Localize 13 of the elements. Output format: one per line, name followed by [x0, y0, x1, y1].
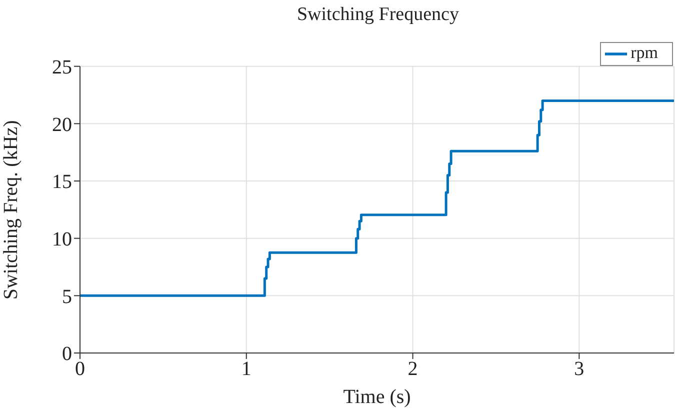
- y-tick-label: 15: [52, 171, 72, 194]
- y-tick-label: 5: [62, 286, 72, 308]
- x-axis-title: Time (s): [343, 386, 411, 408]
- y-tick-label: 20: [52, 114, 72, 136]
- chart-title: Switching Frequency: [296, 4, 460, 26]
- legend-label: rpm: [630, 43, 658, 62]
- y-tick-label: 10: [52, 228, 72, 250]
- x-tick-label: 2: [408, 358, 418, 380]
- y-axis-title: Switching Freq. (kHz): [0, 120, 22, 300]
- x-tick-label: 3: [574, 358, 584, 380]
- x-tick-label: 1: [241, 358, 252, 380]
- y-tick-label: 0: [62, 343, 72, 366]
- y-tick-label: 25: [52, 56, 72, 78]
